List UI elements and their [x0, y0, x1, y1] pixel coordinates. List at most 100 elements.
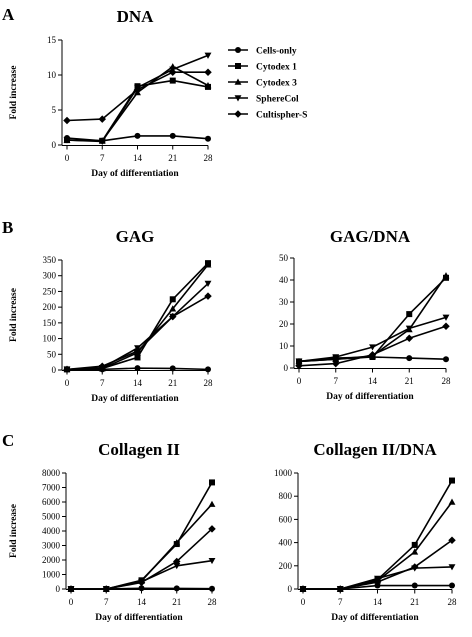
data-point: [98, 362, 106, 370]
x-tick-label: 21: [410, 597, 419, 607]
data-point: [369, 344, 376, 351]
y-tick-label: 4000: [42, 526, 61, 536]
data-point: [169, 312, 177, 321]
y-tick-label: 100: [43, 334, 57, 344]
x-tick-label: 0: [65, 153, 70, 163]
x-tick-label: 21: [168, 153, 177, 163]
series-cultispher-s: [295, 322, 450, 370]
y-tick-label: 15: [47, 35, 57, 45]
data-point: [336, 585, 344, 593]
chart-title: Collagen II: [98, 440, 180, 459]
chart-title: GAG/DNA: [330, 227, 411, 246]
y-tick-label: 250: [43, 286, 57, 296]
y-tick-label: 8000: [42, 468, 61, 478]
data-point: [208, 557, 216, 565]
x-tick-label: 28: [442, 376, 452, 386]
x-tick-label: 28: [448, 597, 458, 607]
legend-marker: [235, 63, 241, 69]
data-point: [169, 296, 176, 303]
data-point: [209, 479, 215, 486]
data-point: [173, 563, 181, 570]
x-axis-label: Day of differentiation: [91, 394, 179, 404]
data-point: [63, 137, 71, 144]
x-tick-label: 28: [208, 597, 218, 607]
chart-collagen-ii: Collagen II 0 1000 2000 3000 4000 5000 6000 7000…: [9, 440, 217, 623]
chart-gag-dna: GAG/DNA 0 10 20 30 40 50 0 7 14 21 28 Day of differe…: [279, 227, 451, 402]
legend-marker: [234, 78, 242, 85]
data-point: [134, 132, 141, 139]
legend-marker: [235, 47, 241, 53]
x-tick-label: 0: [69, 597, 74, 607]
x-tick-label: 14: [133, 153, 143, 163]
y-tick-label: 5: [52, 105, 57, 115]
data-point: [448, 498, 456, 505]
y-tick-label: 50: [279, 253, 289, 263]
y-tick-label: 5000: [42, 512, 61, 522]
data-point: [169, 132, 176, 139]
data-point: [411, 582, 418, 589]
x-tick-label: 14: [373, 597, 383, 607]
data-point: [295, 362, 303, 370]
panel-letter-a: A: [2, 5, 15, 24]
x-tick-label: 0: [297, 376, 302, 386]
y-tick-label: 800: [279, 491, 293, 501]
y-axis-label: Fold increase: [9, 288, 19, 342]
series-cells-only: [64, 132, 211, 144]
y-tick-label: 600: [279, 514, 293, 524]
data-point: [299, 585, 307, 593]
data-point: [137, 578, 146, 587]
data-point: [204, 68, 212, 76]
data-point: [173, 557, 181, 566]
x-tick-label: 7: [100, 153, 105, 163]
chart-collagen-ii-dna: Collagen II/DNA 0 200 400 600 800 1000 0 7 14 21 28…: [274, 440, 457, 623]
y-tick-label: 300: [43, 271, 57, 281]
y-tick-label: 1000: [274, 468, 293, 478]
series-line: [66, 65, 209, 142]
data-point: [205, 135, 211, 142]
legend-entry-cells-only: Cells-only: [228, 47, 297, 57]
data-point: [368, 351, 377, 359]
data-point: [173, 585, 180, 592]
data-point: [102, 585, 110, 593]
data-point: [134, 365, 141, 372]
series-cytodex-1: [68, 479, 215, 592]
series-line: [66, 71, 208, 122]
x-tick-label: 21: [405, 376, 414, 386]
data-point: [405, 325, 413, 332]
y-tick-label: 30: [279, 297, 289, 307]
chart-title: Collagen II/DNA: [313, 440, 437, 459]
data-point: [411, 548, 419, 555]
data-point: [208, 500, 216, 507]
x-tick-label: 7: [100, 378, 105, 388]
data-point: [204, 280, 212, 288]
series-line: [66, 54, 209, 143]
data-point: [138, 585, 145, 592]
data-point: [205, 366, 211, 373]
data-point: [133, 347, 142, 355]
x-tick-label: 14: [137, 597, 147, 607]
data-point: [442, 314, 450, 321]
data-point: [448, 536, 456, 545]
x-tick-label: 28: [204, 378, 214, 388]
data-point: [204, 52, 212, 59]
x-axis-label: Day of differentiation: [91, 169, 179, 179]
series-cultispher-s: [299, 536, 456, 593]
series-cytodex-1: [300, 477, 455, 592]
y-tick-label: 10: [279, 341, 289, 351]
series-line: [71, 482, 213, 590]
data-point: [133, 85, 142, 94]
data-point: [169, 305, 177, 312]
legend-entry-cultispher-s: Cultispher-S: [228, 110, 307, 121]
y-tick-label: 7000: [42, 483, 61, 493]
data-point: [67, 585, 75, 593]
legend-entry-cytodex-1: Cytodex 1: [228, 63, 297, 73]
y-axis-label: Fold increase: [9, 504, 19, 558]
series-cultispher-s: [67, 525, 216, 593]
x-tick-label: 0: [65, 378, 70, 388]
data-point: [449, 582, 455, 589]
x-tick-label: 14: [133, 378, 143, 388]
series-spherecol: [63, 52, 212, 145]
y-tick-label: 0: [288, 584, 293, 594]
